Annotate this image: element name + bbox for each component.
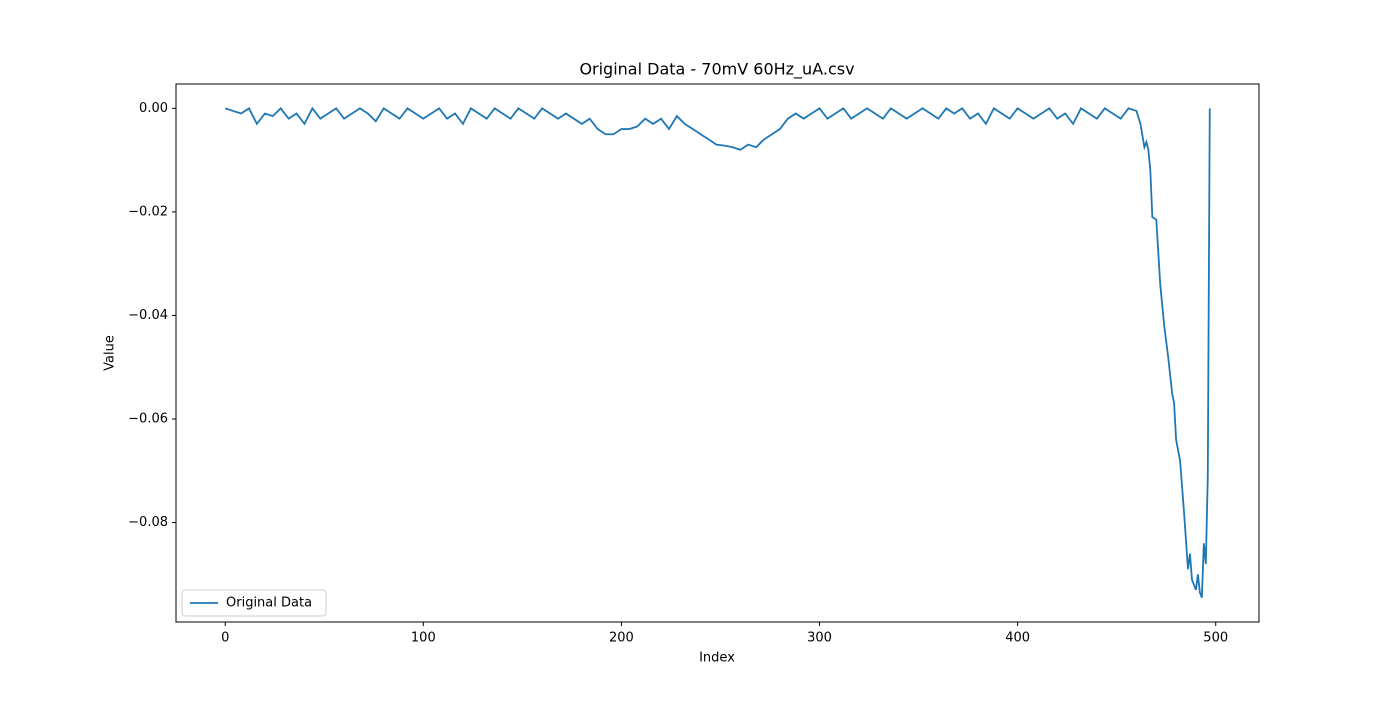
plot-frame (175, 83, 1260, 623)
x-tick-label: 0 (221, 631, 229, 646)
x-tick-label: 300 (807, 631, 832, 646)
x-tick-label: 400 (1005, 631, 1030, 646)
data-line (224, 106, 1211, 598)
legend-label: Original Data (226, 596, 312, 611)
y-tick-label: −0.02 (128, 204, 168, 219)
y-tick-label: −0.08 (128, 515, 168, 530)
x-axis-label: Index (699, 651, 735, 666)
y-tick-label: 0.00 (139, 101, 168, 116)
y-axis-label: Value (103, 335, 118, 371)
x-tick-label: 500 (1203, 631, 1228, 646)
chart-title: Original Data - 70mV 60Hz_uA.csv (579, 60, 854, 80)
y-tick-label: −0.04 (128, 308, 168, 323)
x-tick-label: 100 (411, 631, 436, 646)
x-tick-label: 200 (609, 631, 634, 646)
y-tick-label: −0.06 (128, 412, 168, 427)
legend-box (181, 589, 327, 617)
